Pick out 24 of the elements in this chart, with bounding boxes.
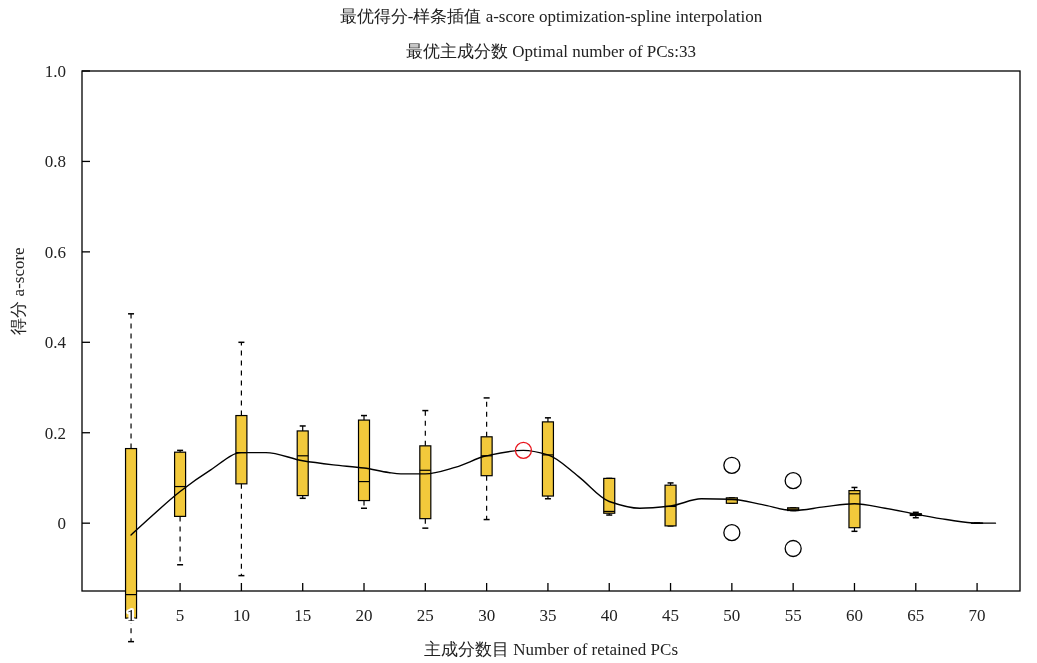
x-tick-label: 30: [478, 606, 496, 625]
x-axis-title: 主成分数目 Number of retained PCs: [423, 640, 679, 659]
x-tick-label: 65: [907, 606, 925, 625]
x-tick-label: 25: [416, 606, 434, 625]
y-tick-label: 0: [57, 514, 66, 534]
x-tick-label: 15: [294, 606, 312, 625]
x-tick-label: 45: [662, 606, 680, 625]
x-tick-label: 50: [723, 606, 741, 625]
y-tick-label: 0.6: [44, 242, 66, 262]
x-tick-label: 10: [232, 606, 250, 625]
x-tick-label: 20: [355, 606, 373, 625]
x-tick-label: 60: [845, 606, 863, 625]
chart-title: 最优得分-样条插值 a-score optimization-spline interpolation: [339, 7, 763, 26]
chart-subtitle: 最优主成分数 Optimal number of PCs:33: [406, 42, 696, 61]
y-tick-label: 0.2: [44, 423, 66, 443]
x-tick-label: 55: [784, 606, 802, 625]
x-tick-label: 35: [539, 606, 557, 625]
y-axis-title: 得分 a-score: [9, 247, 28, 335]
x-tick-label: 40: [600, 606, 618, 625]
y-tick-label: 0.4: [44, 333, 67, 353]
x-tick-label: 5: [175, 606, 185, 625]
y-tick-label: 0.8: [44, 152, 66, 172]
x-tick-label: 70: [968, 606, 986, 625]
y-tick-label: 1.0: [44, 62, 66, 81]
